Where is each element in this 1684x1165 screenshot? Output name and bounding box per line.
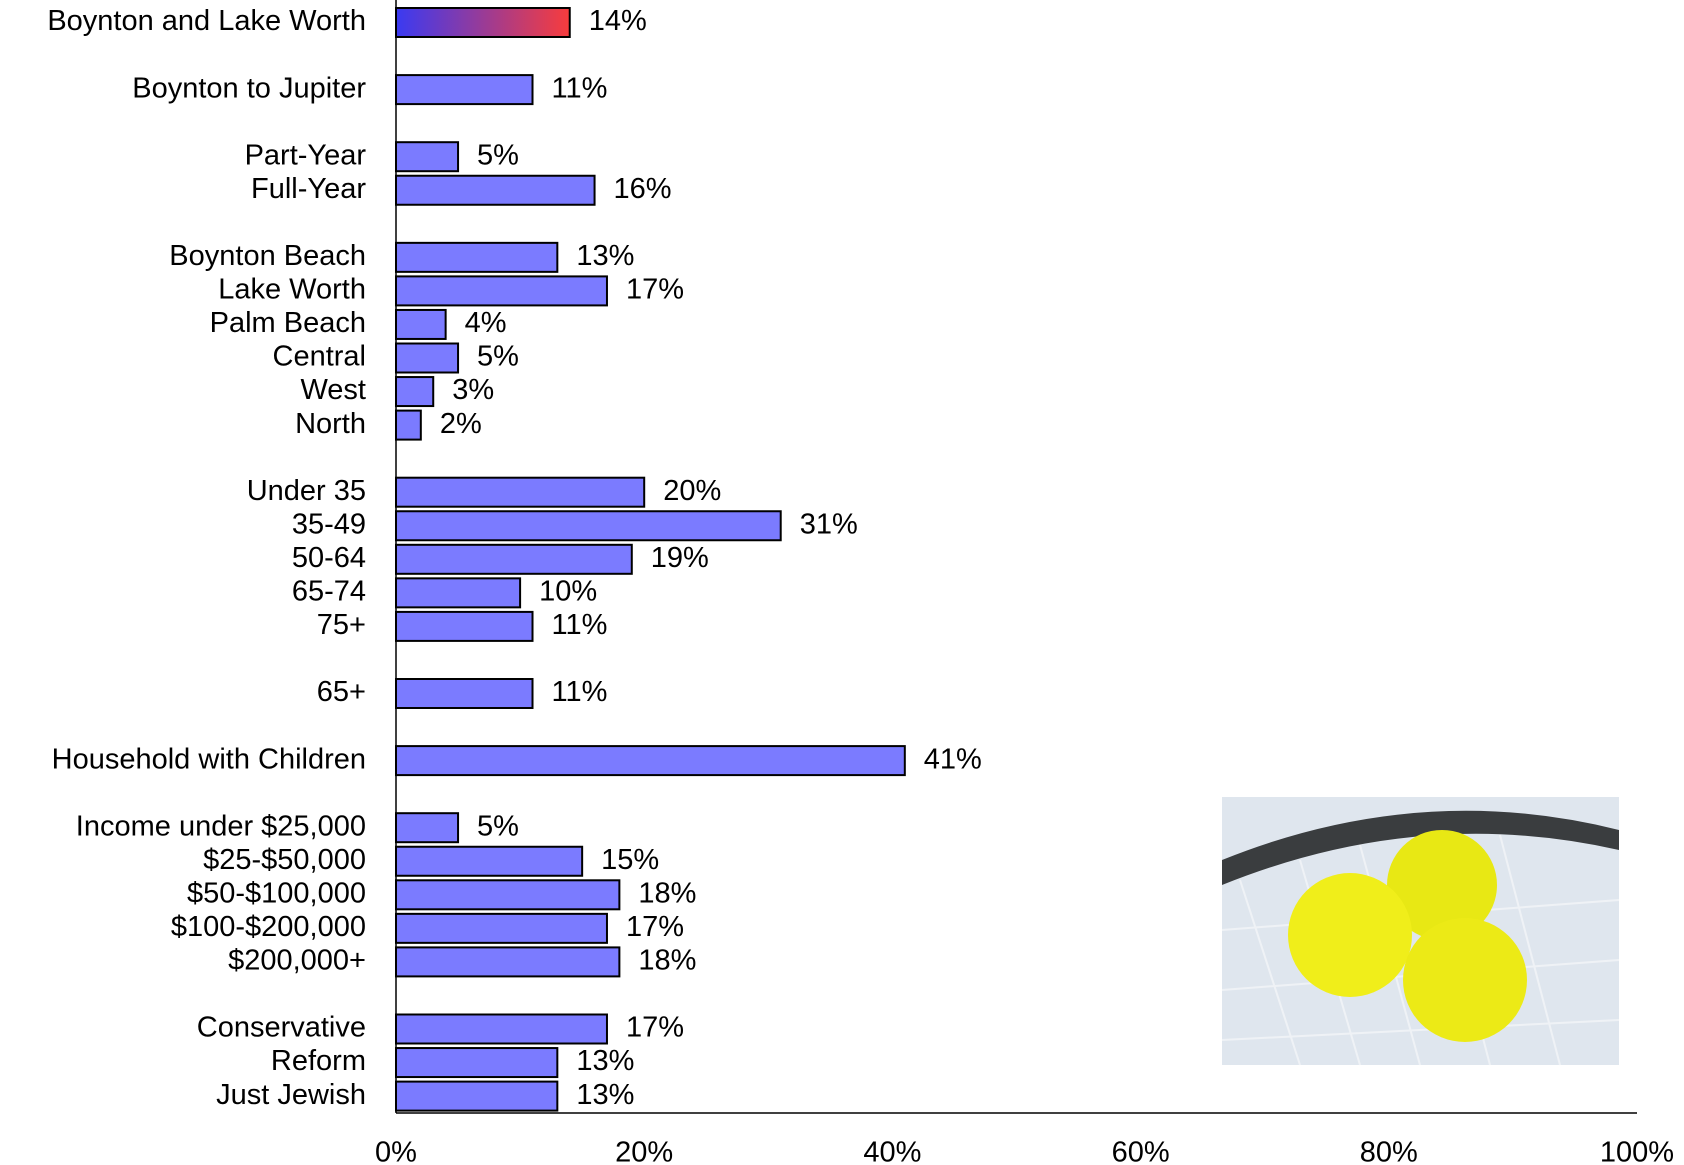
bar — [395, 308, 447, 340]
bar — [395, 845, 584, 877]
y-tick-label: 75+ — [317, 609, 366, 641]
y-tick-label: $50-$100,000 — [187, 877, 366, 909]
value-label: 11% — [552, 609, 608, 641]
bar — [395, 476, 646, 508]
value-label: 17% — [626, 911, 684, 943]
x-tick-label: 40% — [863, 1137, 921, 1165]
bar — [395, 1080, 559, 1112]
y-tick-label: Part-Year — [245, 139, 367, 171]
bar — [395, 510, 782, 542]
value-label: 2% — [440, 408, 482, 440]
bar — [395, 7, 571, 38]
bar — [395, 141, 460, 173]
value-label: 17% — [626, 1012, 684, 1044]
bar — [395, 610, 534, 642]
value-label: 14% — [589, 5, 647, 37]
value-label: 16% — [614, 173, 672, 205]
bar — [395, 1013, 608, 1045]
bar — [395, 342, 460, 374]
y-tick-label: 65-74 — [292, 576, 366, 608]
x-tick-label: 20% — [615, 1137, 673, 1165]
value-label: 18% — [638, 945, 696, 977]
y-tick-label: Household with Children — [52, 743, 366, 775]
x-tick-label: 80% — [1360, 1137, 1418, 1165]
bar — [395, 275, 608, 307]
x-tick-label: 0% — [375, 1137, 417, 1165]
value-label: 5% — [477, 139, 519, 171]
y-tick-label: Central — [273, 341, 367, 373]
x-tick-label: 60% — [1112, 1137, 1170, 1165]
value-label: 15% — [601, 844, 659, 876]
y-tick-label: Just Jewish — [216, 1079, 366, 1111]
value-label: 5% — [477, 810, 519, 842]
y-tick-label: Conservative — [197, 1012, 366, 1044]
value-label: 13% — [576, 1045, 634, 1077]
bar — [395, 745, 906, 777]
y-tick-label: Full-Year — [251, 173, 366, 205]
bar — [395, 409, 422, 441]
value-label: 4% — [465, 307, 507, 339]
value-label: 5% — [477, 341, 519, 373]
y-tick-label: North — [295, 408, 366, 440]
y-tick-label: $200,000+ — [228, 945, 366, 977]
value-label: 41% — [924, 743, 982, 775]
value-label: 11% — [552, 676, 608, 708]
bar — [395, 879, 621, 911]
value-label: 20% — [663, 475, 721, 507]
y-tick-label: Boynton to Jupiter — [132, 72, 366, 104]
bar — [395, 174, 596, 206]
x-tick-label: 100% — [1600, 1137, 1674, 1165]
y-tick-label: Income under $25,000 — [76, 810, 366, 842]
bar — [395, 678, 534, 709]
value-label: 19% — [651, 542, 709, 574]
y-tick-label: 35-49 — [292, 508, 366, 540]
bar — [395, 812, 460, 844]
y-tick-label: Palm Beach — [210, 307, 366, 339]
y-tick-label: Under 35 — [247, 475, 366, 507]
value-label: 31% — [800, 508, 858, 540]
y-tick-label: Reform — [271, 1045, 366, 1077]
y-tick-label: West — [300, 374, 366, 406]
bar — [395, 577, 522, 609]
bar — [395, 543, 633, 575]
value-label: 13% — [576, 240, 634, 272]
y-tick-label: Boynton and Lake Worth — [47, 5, 366, 37]
bar — [395, 1047, 559, 1079]
photo — [1221, 797, 1620, 1066]
y-tick-label: Boynton Beach — [169, 240, 366, 272]
value-label: 11% — [552, 72, 608, 104]
bar — [395, 376, 435, 408]
bar — [395, 241, 559, 273]
y-tick-label: $100-$200,000 — [171, 911, 366, 943]
bar — [395, 74, 534, 106]
value-label: 18% — [638, 877, 696, 909]
y-tick-label: $25-$50,000 — [203, 844, 366, 876]
y-tick-label: 50-64 — [292, 542, 366, 574]
value-label: 10% — [539, 576, 597, 608]
value-label: 17% — [626, 274, 684, 306]
y-tick-label: 65+ — [317, 676, 366, 708]
value-label: 13% — [576, 1079, 634, 1111]
bar — [395, 946, 621, 978]
y-tick-label: Lake Worth — [218, 274, 366, 306]
value-label: 3% — [452, 374, 494, 406]
bar — [395, 912, 608, 944]
